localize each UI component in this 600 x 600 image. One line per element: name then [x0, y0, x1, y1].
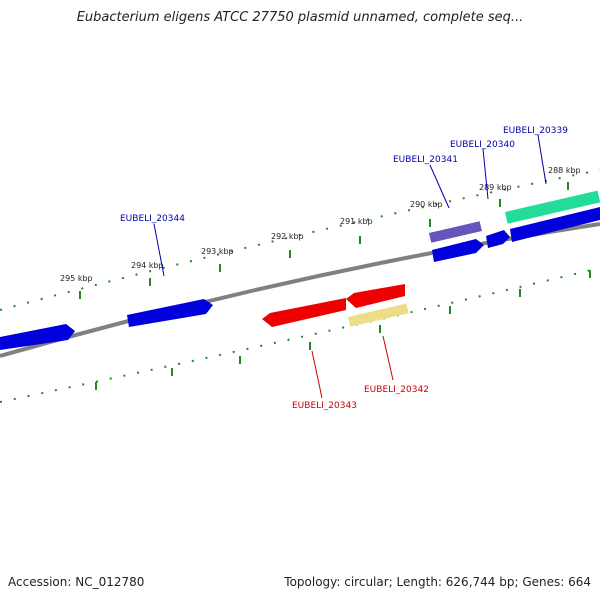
tick-label: 292 kbp	[271, 232, 304, 241]
gene-label[interactable]: EUBELI_20342	[364, 385, 429, 395]
gene-arrow[interactable]	[486, 230, 510, 248]
summary-text: Topology: circular; Length: 626,744 bp; …	[284, 575, 591, 589]
gene-arrow[interactable]	[346, 284, 405, 308]
tick-label: 288 kbp	[548, 166, 581, 175]
reverse-genes[interactable]	[262, 284, 405, 327]
tick-label: 294 kbp	[131, 261, 164, 270]
gene-arrow[interactable]	[262, 298, 346, 327]
label-leaders	[153, 134, 547, 399]
gene-pseudo-yellow[interactable]	[348, 303, 409, 327]
outer-tick-track	[0, 169, 600, 311]
gene-arrow[interactable]	[127, 299, 213, 327]
gene-arrow[interactable]	[510, 207, 600, 242]
gene-label[interactable]: EUBELI_20340	[450, 140, 515, 150]
gene-arrow[interactable]	[0, 324, 75, 350]
tick-label: 289 kbp	[479, 183, 512, 192]
inner-tick-track	[0, 267, 600, 403]
accession-text: Accession: NC_012780	[8, 575, 145, 589]
outer-major-ticks	[79, 182, 569, 299]
tick-label: 291 kbp	[340, 217, 373, 226]
tick-label: 295 kbp	[60, 274, 93, 283]
gene-arrow[interactable]	[432, 239, 484, 262]
gene-label[interactable]: EUBELI_20343	[292, 401, 357, 411]
inner-major-ticks	[95, 270, 591, 390]
map-title: Eubacterium eligens ATCC 27750 plasmid u…	[76, 10, 524, 25]
gene-labels: EUBELI_20339 EUBELI_20340 EUBELI_20341 E…	[120, 126, 568, 411]
tick-label: 293 kbp	[201, 247, 234, 256]
gene-label[interactable]: EUBELI_20341	[393, 155, 458, 165]
gene-rna[interactable]	[505, 190, 600, 224]
forward-genes[interactable]	[0, 207, 600, 350]
tick-labels: 295 kbp 294 kbp 293 kbp 292 kbp 291 kbp …	[60, 166, 581, 283]
gene-label[interactable]: EUBELI_20339	[503, 126, 568, 136]
gene-pseudo-purple[interactable]	[429, 221, 482, 243]
genome-backbone	[0, 222, 600, 358]
gene-label[interactable]: EUBELI_20344	[120, 214, 185, 224]
tick-label: 290 kbp	[410, 200, 443, 209]
